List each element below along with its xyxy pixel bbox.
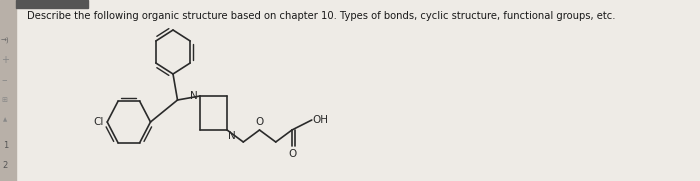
Text: Cl: Cl: [93, 117, 104, 127]
Text: O: O: [256, 117, 264, 127]
Text: +: +: [1, 55, 9, 65]
Text: Describe the following organic structure based on chapter 10. Types of bonds, cy: Describe the following organic structure…: [27, 11, 615, 21]
Text: OH: OH: [313, 115, 329, 125]
Text: O: O: [288, 149, 297, 159]
Text: ▲: ▲: [4, 117, 8, 123]
Bar: [16, 0, 88, 8]
Text: 1: 1: [3, 140, 8, 150]
Text: N: N: [190, 91, 198, 101]
Bar: [0, 0, 16, 181]
Text: 2: 2: [3, 161, 8, 169]
Text: →): →): [1, 37, 10, 43]
Text: N: N: [228, 131, 236, 141]
Text: –: –: [1, 75, 7, 85]
Text: ⊞: ⊞: [1, 97, 8, 103]
